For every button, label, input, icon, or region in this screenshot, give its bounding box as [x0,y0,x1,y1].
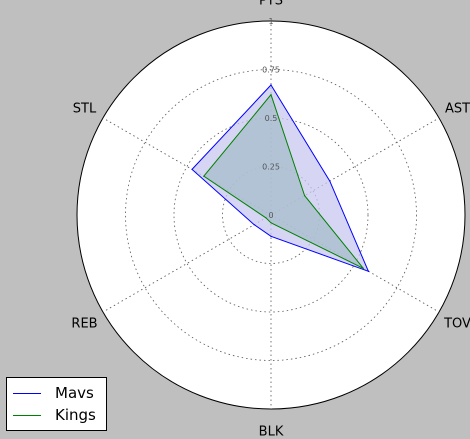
data-point [270,84,272,86]
data-point [203,175,205,177]
data-point [270,94,272,96]
grid-spoke [102,214,272,313]
radial-tick-label: 0.75 [262,66,280,75]
grid-circle [173,117,369,313]
legend-label-kings: Kings [55,406,96,424]
axis-label-blk: BLK [259,424,284,439]
radial-tick-labels: 0 0.25 0.5 0.75 1 [262,17,280,220]
data-point [304,195,306,197]
legend-item-kings: Kings [13,405,96,425]
axis-label-stl: STL [73,101,97,116]
series-layer [191,84,370,273]
radial-tick-label: 1 [268,17,273,26]
data-point [362,267,365,269]
axis-label-tov: TOV [443,317,470,332]
axis-label-ast: AST [445,101,470,116]
data-point [191,168,193,171]
data-point [270,235,272,237]
radial-tick-label: 0 [268,211,273,220]
radial-tick-label: 0.5 [265,114,278,123]
legend-label-mavs: Mavs [55,384,94,402]
data-point [265,217,267,219]
legend-swatch-kings [13,414,41,416]
legend-swatch-mavs [13,392,41,394]
data-point [329,180,331,182]
radial-tick-label: 0.25 [262,163,280,172]
axis-label-reb: REB [71,317,97,332]
data-point [253,224,255,226]
series-area-1 [203,94,364,269]
axis-labels: PTS AST TOV BLK REB STL [71,0,470,439]
legend: Mavs Kings [6,377,107,431]
data-point [367,270,370,272]
legend-item-mavs: Mavs [13,383,94,403]
data-point [270,222,272,224]
axis-label-pts: PTS [259,0,283,9]
grid-circle [125,69,417,361]
